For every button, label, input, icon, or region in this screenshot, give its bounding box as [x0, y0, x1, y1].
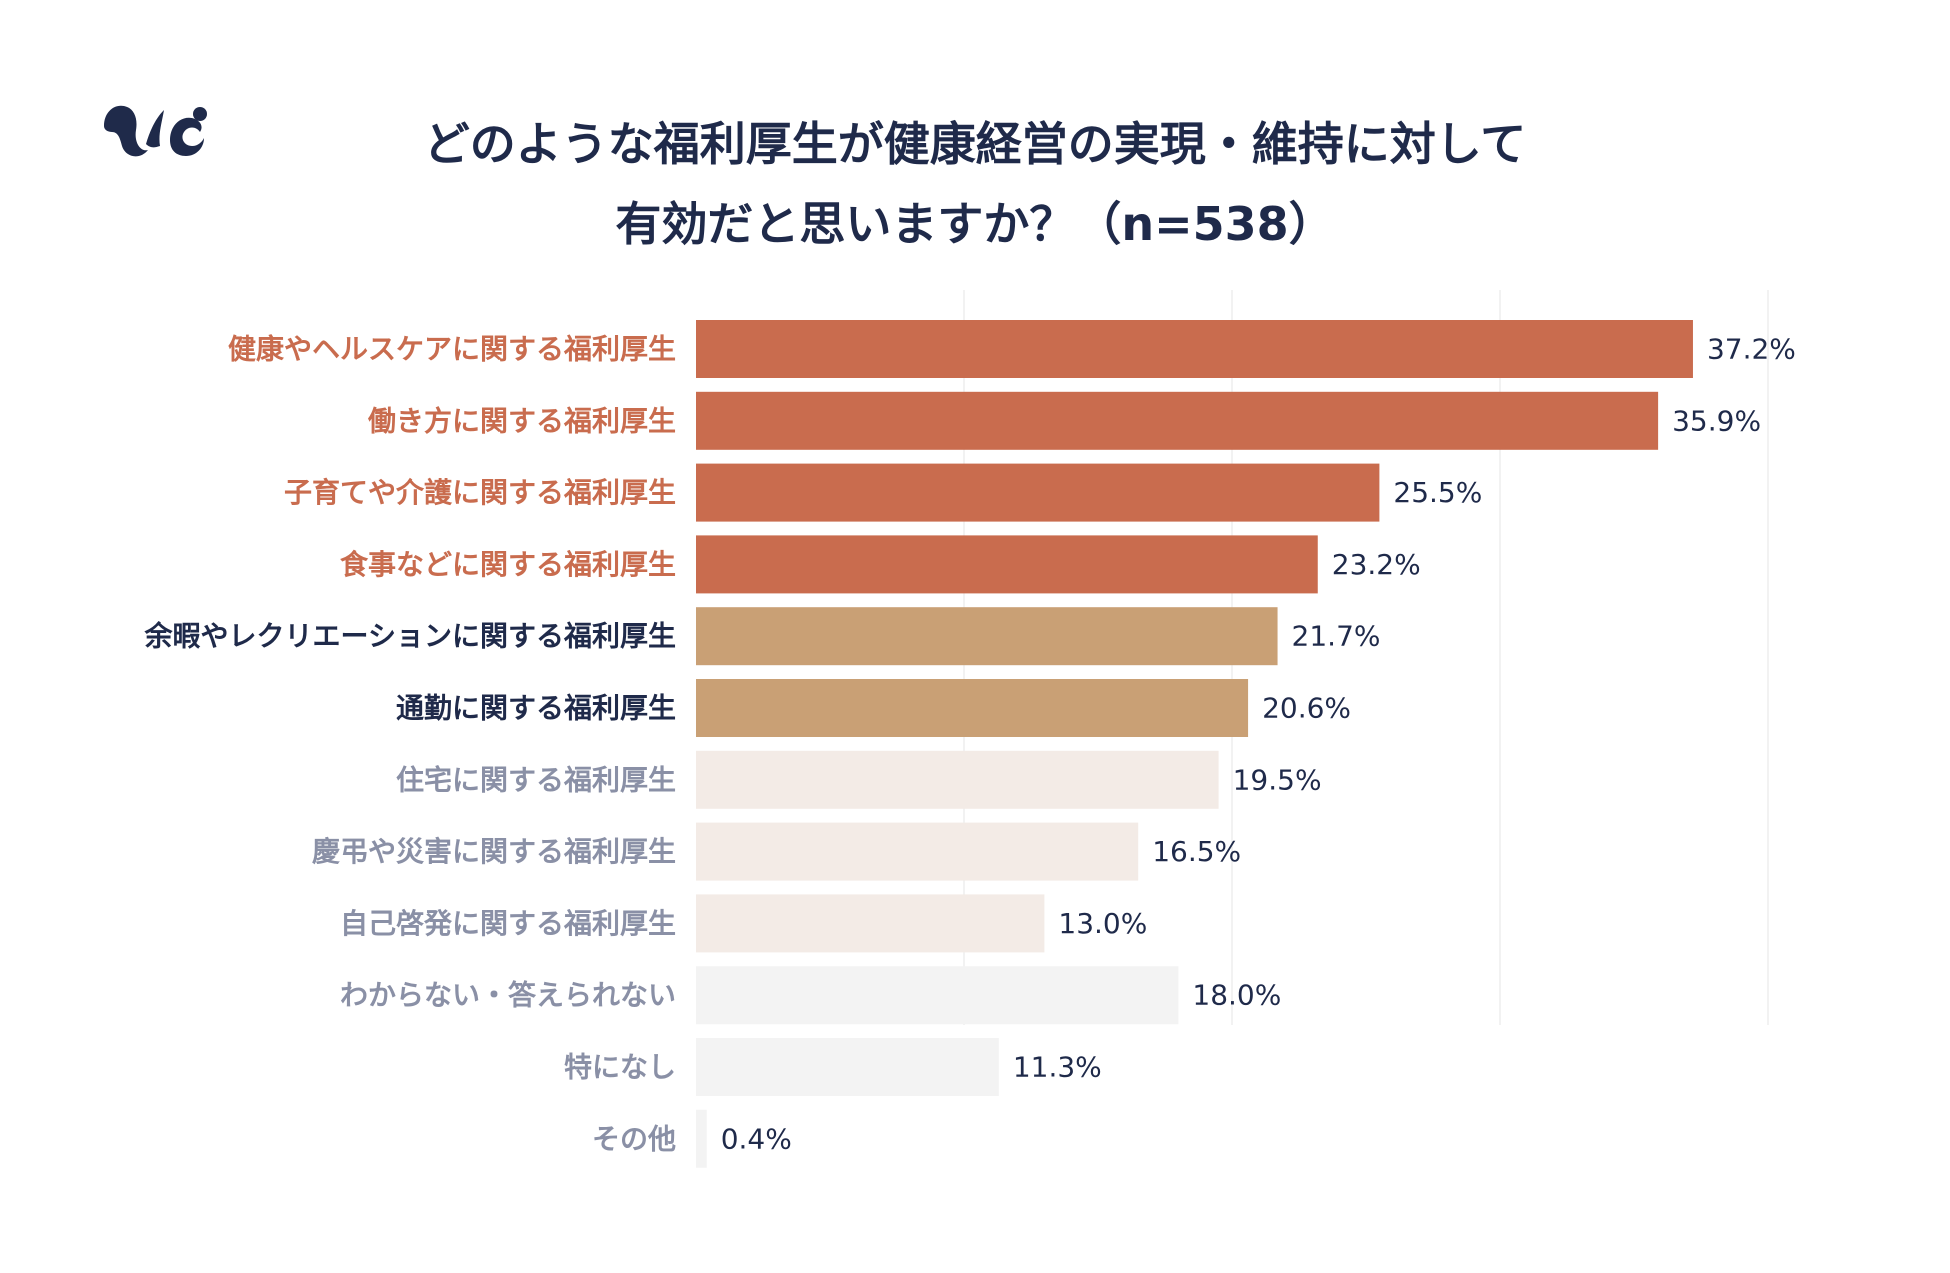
- value-label-12: 0.4%: [721, 1122, 792, 1155]
- chart-title-line-1: どのような福利厚生が健康経営の実現・維持に対して: [423, 117, 1527, 171]
- category-label-5: 余暇やレクリエーションに関する福利厚生: [144, 620, 676, 653]
- value-labels: 37.2% 35.9% 25.5% 23.2% 21.7% 20.6% 19.5% 16.5%…: [721, 333, 1796, 1156]
- value-label-3: 25.5%: [1393, 476, 1482, 509]
- category-label-3: 子育てや介護に関する福利厚生: [284, 476, 676, 509]
- value-label-6: 20.6%: [1262, 692, 1351, 725]
- value-label-7: 19.5%: [1233, 763, 1322, 796]
- bar-6: [696, 679, 1249, 737]
- category-label-6: 通勤に関する福利厚生: [396, 692, 676, 725]
- value-label-8: 16.5%: [1152, 835, 1241, 868]
- chart-title: どのような福利厚生が健康経営の実現・維持に対して 有効だと思いますか？（n=53…: [250, 104, 1700, 264]
- category-label-2: 働き方に関する福利厚生: [367, 404, 676, 437]
- bar-8: [696, 822, 1139, 881]
- bar-9: [696, 894, 1045, 953]
- brand-logo-icon: [104, 105, 207, 157]
- chart-title-line-2: 有効だと思いますか？（n=538）: [615, 197, 1335, 251]
- category-label-4: 食事などに関する福利厚生: [340, 548, 676, 581]
- category-label-7: 住宅に関する福利厚生: [396, 763, 676, 796]
- category-label-10: わからない・答えられない: [340, 979, 676, 1012]
- category-label-11: 特になし: [564, 1051, 676, 1084]
- bar-1: [696, 320, 1693, 378]
- bar-4: [696, 535, 1318, 594]
- value-label-4: 23.2%: [1332, 548, 1421, 581]
- bar-3: [696, 463, 1380, 522]
- value-label-1: 37.2%: [1707, 333, 1796, 366]
- category-label-8: 慶弔や災害に関する福利厚生: [312, 835, 676, 868]
- bar-12: [696, 1109, 707, 1168]
- bars: [696, 320, 1693, 1168]
- category-labels: 健康やヘルスケアに関する福利厚生働き方に関する福利厚生子育てや介護に関する福利厚…: [144, 333, 676, 1156]
- value-label-10: 18.0%: [1192, 979, 1281, 1012]
- category-label-9: 自己啓発に関する福利厚生: [340, 907, 676, 940]
- bar-10: [696, 966, 1179, 1025]
- category-label-1: 健康やヘルスケアに関する福利厚生: [228, 333, 676, 366]
- value-label-11: 11.3%: [1013, 1051, 1102, 1084]
- value-label-2: 35.9%: [1672, 404, 1761, 437]
- bar-2: [696, 391, 1659, 450]
- category-label-12: その他: [592, 1122, 676, 1155]
- value-label-9: 13.0%: [1058, 907, 1147, 940]
- bar-11: [696, 1038, 999, 1096]
- value-label-5: 21.7%: [1292, 620, 1381, 653]
- bar-5: [696, 607, 1278, 666]
- bar-7: [696, 750, 1219, 809]
